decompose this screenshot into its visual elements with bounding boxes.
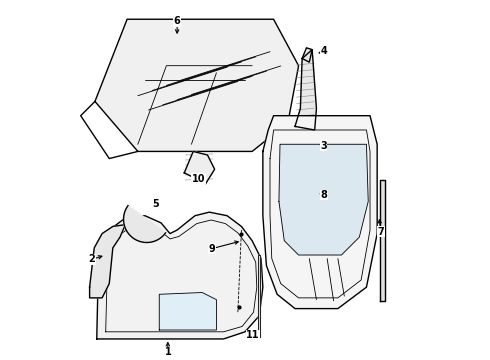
Text: 9: 9 <box>209 244 216 253</box>
Text: 5: 5 <box>152 199 159 209</box>
Text: 6: 6 <box>174 16 180 26</box>
Text: 7: 7 <box>377 227 384 237</box>
Text: 8: 8 <box>320 190 327 200</box>
Text: 11: 11 <box>246 330 260 341</box>
Text: 1: 1 <box>165 347 171 357</box>
Text: 2: 2 <box>89 254 96 264</box>
Text: 3: 3 <box>320 141 327 151</box>
Polygon shape <box>380 180 385 301</box>
Polygon shape <box>295 50 317 130</box>
Polygon shape <box>90 225 125 298</box>
Polygon shape <box>184 152 215 184</box>
Text: 4: 4 <box>320 46 327 57</box>
Polygon shape <box>159 293 217 330</box>
Polygon shape <box>263 116 377 309</box>
Polygon shape <box>97 212 263 339</box>
Polygon shape <box>258 255 260 337</box>
Text: 10: 10 <box>192 174 205 184</box>
Polygon shape <box>95 19 298 152</box>
Polygon shape <box>302 48 312 62</box>
Polygon shape <box>279 144 368 255</box>
Polygon shape <box>123 206 166 243</box>
